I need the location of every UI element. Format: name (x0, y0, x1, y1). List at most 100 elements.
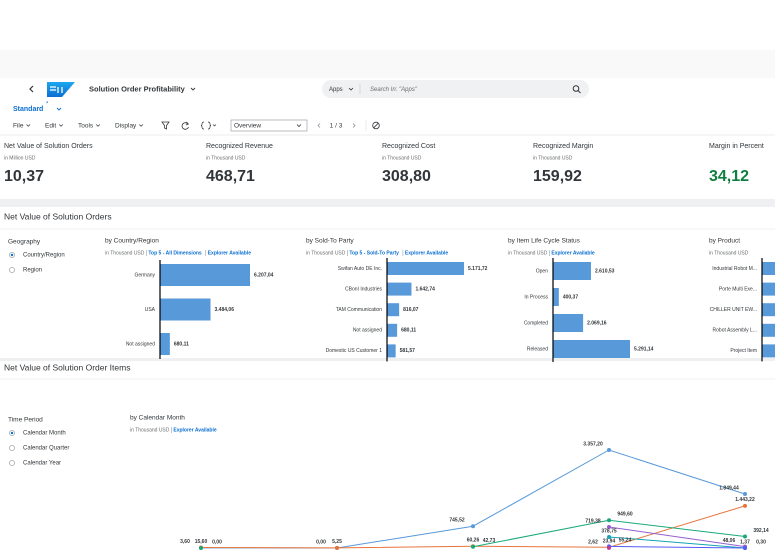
radio-label[interactable]: Calendar Quarter (23, 446, 69, 452)
chart-badge[interactable]: Explorer Available (208, 250, 251, 256)
filter-icon[interactable] (161, 121, 170, 130)
data-point[interactable] (607, 448, 611, 452)
category-label: In Process (524, 294, 548, 300)
data-point[interactable] (607, 545, 611, 550)
bar[interactable] (762, 262, 775, 275)
data-point[interactable] (743, 545, 747, 550)
data-point[interactable] (743, 534, 747, 539)
refresh-icon[interactable] (181, 121, 189, 130)
bar[interactable] (762, 323, 775, 337)
bar[interactable] (553, 314, 584, 332)
kpi-value[interactable]: 468,71 (206, 168, 255, 185)
kpi-title[interactable]: Recognized Revenue (206, 143, 273, 150)
chart-title: by Country/Region (105, 238, 159, 245)
data-point[interactable] (607, 534, 611, 539)
bar[interactable] (160, 264, 250, 286)
kpi-title[interactable]: Recognized Margin (533, 143, 593, 150)
data-point[interactable] (743, 492, 747, 497)
bar[interactable] (387, 323, 398, 337)
variant-modified: * (46, 102, 49, 108)
chart-badge[interactable]: Top 5 - Sold-To Party (349, 250, 399, 256)
series-line (608, 536, 746, 549)
category-label: Open (536, 268, 548, 274)
kpi-title[interactable]: Net Value of Solution Orders (4, 143, 93, 150)
category-label: TAM Communication (336, 307, 383, 313)
search-placeholder[interactable]: Search In: "Apps" (370, 87, 418, 93)
radio-button[interactable] (9, 460, 15, 466)
code-icon[interactable] (200, 121, 217, 130)
value-label: 5.171,72 (468, 266, 488, 272)
bar[interactable] (553, 288, 559, 306)
search-icon[interactable] (572, 85, 581, 94)
kpi-value[interactable]: 10,37 (4, 168, 44, 185)
search-field[interactable] (322, 80, 589, 98)
search-scope[interactable]: Apps (329, 87, 343, 93)
data-point[interactable] (199, 546, 203, 550)
menu-item[interactable]: Tools (78, 123, 94, 130)
bar[interactable] (387, 344, 396, 358)
menu-chevron[interactable] (58, 124, 64, 127)
radio-label[interactable]: Calendar Month (23, 431, 66, 437)
menu-item[interactable]: Display (115, 123, 137, 130)
value-label: 3.357,20 (583, 441, 603, 447)
chart-badge[interactable]: Explorer Available (173, 427, 216, 433)
bar[interactable] (762, 282, 775, 296)
menu-chevron[interactable] (95, 124, 101, 127)
variant-name[interactable]: Standard (13, 106, 43, 113)
app-title[interactable]: Solution Order Profitability (89, 84, 186, 93)
data-point[interactable] (607, 525, 611, 530)
bar[interactable] (762, 344, 775, 358)
data-point[interactable] (471, 544, 475, 549)
data-point[interactable] (743, 503, 747, 508)
menu-chevron[interactable] (26, 124, 31, 127)
kpi-title[interactable]: Recognized Cost (382, 143, 435, 150)
view-select-chevron[interactable] (296, 124, 302, 128)
view-select-value[interactable]: Overview (234, 123, 261, 130)
kpi-value[interactable]: 308,80 (382, 168, 431, 185)
chart-badge[interactable]: Explorer Available (551, 250, 594, 256)
value-label: 48,06 (723, 538, 736, 544)
chart-badge[interactable]: Top 5 - All Dimensions (148, 250, 202, 256)
data-point[interactable] (607, 518, 611, 523)
bar[interactable] (387, 262, 464, 275)
content: Net Value of Solution Orders in Million U… (4, 143, 775, 550)
next-page[interactable] (352, 123, 356, 128)
adapt-icon[interactable] (372, 121, 380, 130)
scope-chevron[interactable] (348, 87, 354, 91)
category-label: Porte Multi Exe... (719, 286, 757, 292)
radio-label[interactable]: Calendar Year (23, 461, 61, 467)
value-label: 378,75 (601, 528, 617, 534)
value-label: 5,25 (332, 539, 342, 545)
menu-item[interactable]: File (13, 123, 24, 130)
bar[interactable] (160, 298, 211, 321)
radio-button[interactable] (9, 267, 15, 273)
bar[interactable] (762, 303, 775, 317)
menu-chevron[interactable] (139, 124, 144, 127)
value-label: 680,11 (401, 328, 416, 334)
data-point[interactable] (471, 524, 475, 529)
previous-page[interactable] (317, 123, 321, 128)
value-label: 2.610,53 (595, 268, 615, 274)
radio-button[interactable] (9, 445, 15, 451)
bar[interactable] (553, 340, 630, 358)
kpi-value[interactable]: 159,92 (533, 168, 582, 185)
section-title: Net Value of Solution Order Items (4, 362, 130, 372)
data-point[interactable] (335, 545, 339, 550)
variant-chevron[interactable] (56, 107, 62, 111)
value-label: 1,37 (740, 539, 750, 545)
bar[interactable] (553, 262, 591, 280)
title-chevron[interactable] (190, 87, 196, 91)
kpi-value[interactable]: 34,12 (709, 168, 749, 185)
back-button[interactable] (29, 85, 34, 93)
bar[interactable] (387, 282, 412, 296)
kpi-title[interactable]: Margin in Percent (709, 143, 764, 150)
category-label: Industrial Robot M... (712, 266, 757, 272)
radio-label[interactable]: Country/Region (23, 253, 65, 259)
menu-item[interactable]: Edit (45, 123, 56, 130)
bar[interactable] (387, 303, 400, 317)
radio-label[interactable]: Region (23, 268, 42, 274)
bar[interactable] (160, 333, 170, 355)
view-select[interactable] (230, 119, 308, 132)
page-indicator: 1 / 3 (330, 123, 343, 130)
chart-badge[interactable]: Explorer Available (405, 250, 448, 256)
